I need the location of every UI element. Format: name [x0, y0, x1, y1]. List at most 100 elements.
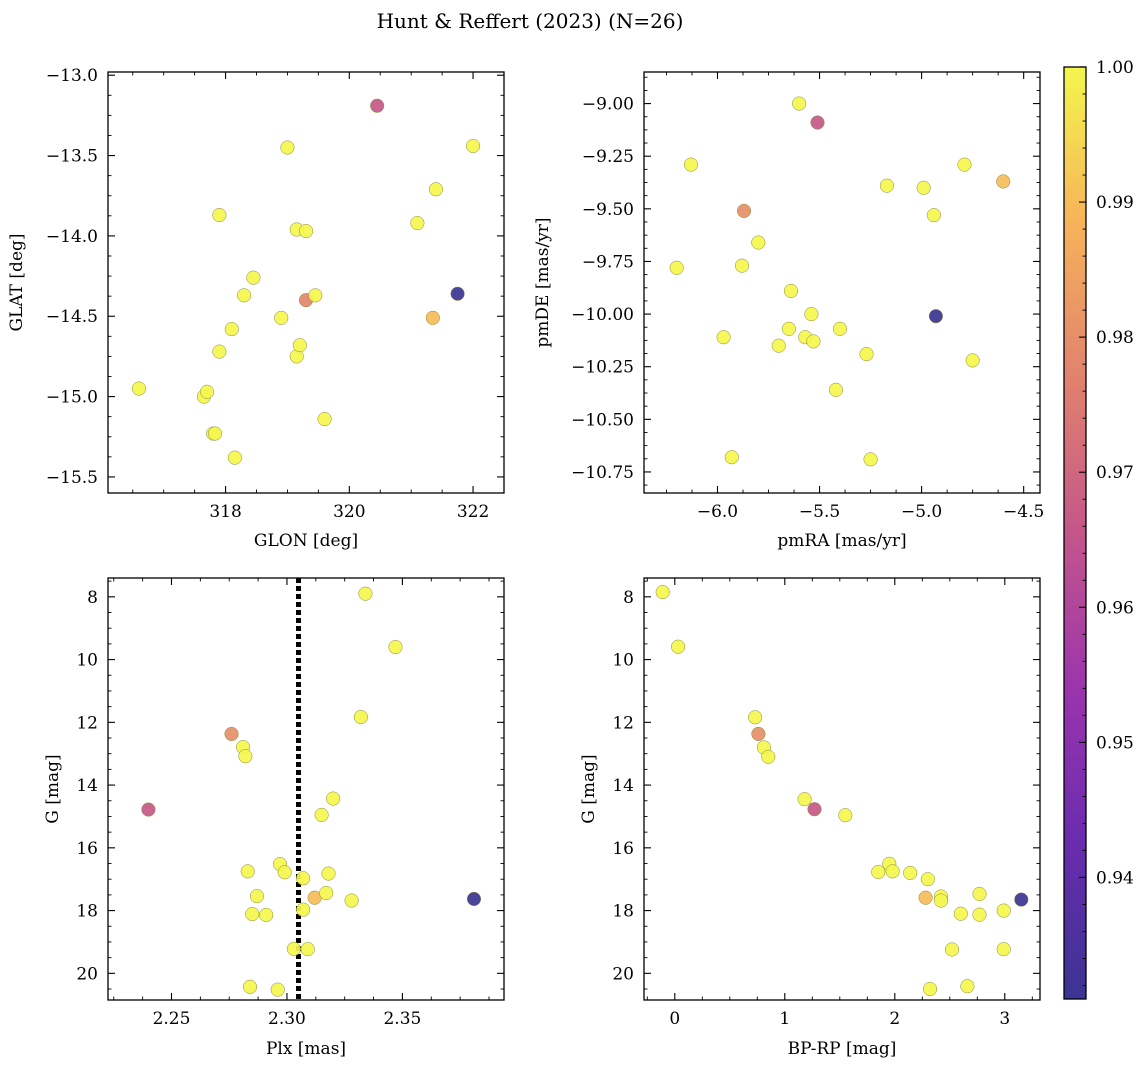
data-point — [298, 224, 314, 239]
data-point — [207, 426, 223, 441]
data-point — [425, 310, 440, 325]
x-tick-label: 1 — [779, 1009, 790, 1029]
data-point — [428, 182, 443, 197]
y-tick-label: 8 — [623, 588, 634, 608]
data-point — [671, 639, 686, 654]
y-tick-label: 14 — [612, 776, 634, 796]
axes-frame — [107, 577, 505, 1001]
x-tick-label: 2.30 — [268, 1009, 306, 1029]
y-tick-label: 10 — [612, 651, 634, 671]
data-point — [344, 893, 359, 908]
data-point — [771, 338, 786, 353]
y-tick-label: 18 — [612, 902, 634, 922]
axes-frame — [643, 71, 1041, 494]
data-point — [388, 639, 403, 655]
colorbar-gradient — [1064, 67, 1086, 999]
data-point — [296, 902, 311, 917]
data-point — [972, 886, 987, 902]
data-point — [274, 310, 289, 325]
colorbar-tick-label: 1.00 — [1096, 58, 1134, 78]
data-point — [1014, 892, 1029, 907]
y-tick-label: −9.75 — [582, 252, 634, 272]
data-point — [245, 906, 260, 922]
x-tick-label: 320 — [333, 502, 365, 522]
data-point — [370, 98, 385, 113]
data-point — [828, 382, 843, 397]
colorbar: 0.94 0.95 0.96 0.97 0.98 0.99 1.00 — [1063, 58, 1134, 1000]
y-tick-label: −9.00 — [582, 95, 634, 115]
points — [655, 585, 1029, 997]
colorbar-tick-label: 0.99 — [1096, 193, 1134, 213]
y-tick-label: −9.50 — [582, 200, 634, 220]
y-tick-label: 12 — [612, 713, 634, 733]
y-tick-label: −15.0 — [46, 388, 98, 408]
data-point — [863, 452, 878, 467]
data-point — [918, 890, 933, 905]
x-tick-label: 0 — [669, 1009, 680, 1029]
y-tick-label: −10.75 — [571, 463, 634, 483]
data-point — [920, 872, 935, 887]
y-tick-label: −14.0 — [46, 227, 98, 247]
points — [141, 586, 482, 997]
y-tick-label: −14.5 — [46, 307, 98, 327]
data-point — [957, 157, 972, 172]
data-point — [716, 330, 731, 345]
data-point — [317, 412, 332, 427]
data-point — [321, 866, 336, 881]
data-point — [353, 709, 368, 725]
points — [669, 96, 1011, 467]
x-tick-label: 2 — [889, 1009, 900, 1029]
x-tick-label: 322 — [457, 502, 489, 522]
colorbar-frame — [1063, 66, 1087, 1000]
data-point — [871, 864, 886, 880]
data-point — [797, 792, 812, 807]
data-point — [804, 307, 819, 322]
data-point — [249, 889, 264, 904]
data-point — [683, 157, 698, 172]
y-axis-label: G [mag] — [43, 754, 63, 823]
x-tick-label: 3 — [999, 1009, 1010, 1029]
x-tick-label: 2.35 — [383, 1009, 421, 1029]
data-point — [238, 749, 253, 764]
data-point — [141, 802, 156, 817]
data-point — [199, 384, 215, 399]
y-tick-label: 14 — [76, 776, 98, 796]
colorbar-tick-label: 0.96 — [1096, 598, 1134, 618]
y-axis-label: pmDE [mas/yr] — [533, 217, 553, 347]
data-point — [212, 207, 227, 223]
data-point — [761, 749, 776, 764]
data-point — [308, 288, 323, 303]
data-point — [280, 140, 295, 155]
data-point — [242, 979, 258, 994]
axes-frame — [643, 577, 1041, 1001]
data-point — [879, 178, 894, 193]
y-tick-label: −10.00 — [571, 305, 634, 325]
data-point — [277, 865, 292, 880]
y-tick-label: 12 — [76, 713, 98, 733]
panel-position: 318 320 322 −13.0 −13.5 −14.0 −14.5 −15.0 −15.5 G… — [7, 66, 505, 551]
data-point — [300, 942, 315, 957]
data-point — [806, 334, 821, 349]
data-point — [859, 347, 874, 362]
data-point — [410, 215, 425, 231]
data-point — [466, 138, 481, 153]
x-tick-label: −4.5 — [1003, 502, 1044, 522]
y-axis-label: GLAT [deg] — [7, 233, 27, 331]
data-point — [237, 288, 252, 303]
y-tick-label: −10.50 — [571, 410, 634, 430]
y-tick-label: 20 — [612, 964, 634, 984]
data-point — [953, 906, 968, 921]
data-point — [807, 802, 822, 817]
x-axis-label: BP-RP [mag] — [788, 1039, 897, 1059]
data-point — [292, 338, 307, 353]
y-tick-label: 10 — [76, 651, 98, 671]
data-point — [669, 260, 684, 275]
data-point — [832, 321, 848, 336]
y-tick-label: −9.25 — [582, 147, 634, 167]
y-tick-label: −13.0 — [46, 66, 98, 86]
data-point — [781, 321, 796, 336]
y-tick-label: 18 — [76, 902, 98, 922]
data-point — [286, 941, 301, 956]
x-axis-label: Plx [mas] — [266, 1039, 346, 1059]
